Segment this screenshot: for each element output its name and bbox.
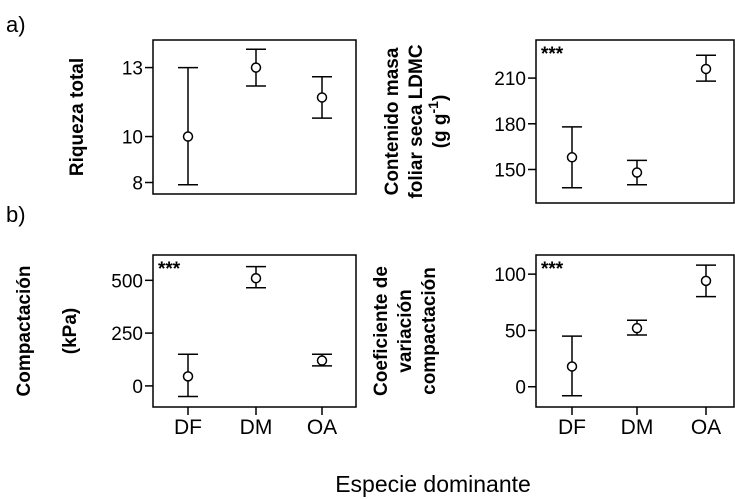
mean-point [566,361,578,372]
y-tick-label: 210 [494,69,526,90]
panel-ldmc: 150 180 210 *** Contenido masa foliar seca LD… [382,39,735,204]
x-tick-label: DF [558,416,586,439]
y-axis-title: Contenido masa foliar seca LDMC (g g-1) [382,44,451,198]
mean-point [250,272,262,284]
y-tick-label: 0 [515,378,526,399]
error-bar-OA [312,76,332,119]
y-axis-title-line: (kPa) [60,308,81,354]
plot-frame [152,39,357,195]
y-axis-title-line: Compactación [14,266,35,397]
y-tick-label: 100 [494,265,526,286]
error-bar-DM [246,48,266,87]
y-axis-title-line: Contenido masa [382,47,403,195]
y-axis-title-line: Coeficiente de [371,266,392,396]
panel-riqueza: 8 10 13 Riqueza total [67,39,357,195]
y-axis-title: Riqueza total [67,58,88,176]
y-axis-title-line: compactación [419,267,440,395]
error-bar-DF [562,335,582,397]
y-tick-label: 0 [132,377,143,398]
mean-point [566,152,578,163]
x-axis-title: Especie dominante [335,471,531,497]
y-axis-title-line: (g g-1) [425,95,451,149]
panel-tag-a: a) [6,12,26,37]
x-tick-label: DF [174,416,202,439]
y-axis-title: Compactación (kPa) [14,266,81,397]
unit-close-paren: ) [430,95,451,101]
panel-coef_variacion: 0 50 100 DF DM OA *** Coeficiente de variación co… [371,254,735,439]
mean-point [631,322,643,334]
error-bar-DM [627,319,647,336]
unit-superscript: -1 [425,101,441,114]
panel-tag-b: b) [6,202,26,227]
plot-frame [535,39,735,204]
mean-point [182,131,194,142]
mean-point [700,63,712,75]
mean-point [316,355,328,366]
y-tick-label: 8 [132,174,143,195]
mean-point [631,167,643,178]
plot-frame [152,254,357,408]
significance-stars: *** [158,259,181,280]
error-bar-OA [696,54,716,82]
error-bar-DF [178,353,198,398]
y-tick-label: 10 [122,128,143,149]
panels: 8 10 13 Riqueza total 150 180 210 *** Contenido … [14,39,735,439]
y-tick-label: 150 [494,160,526,181]
mean-point [250,62,262,73]
y-tick-label: 180 [494,115,526,136]
panel-compactacion: 0 250 500 DF DM OA *** Compactación (kPa) [14,254,357,439]
error-bar-DM [627,159,647,186]
error-bar-OA [312,353,332,367]
error-bar-OA [696,264,716,298]
error-bar-DF [562,126,582,189]
x-tick-label: DM [621,416,654,439]
error-bar-DM [246,265,266,289]
mean-point [182,371,194,382]
y-tick-label: 500 [111,271,143,292]
y-axis-title: Coeficiente de variación compactación [371,266,440,396]
x-tick-label: DM [240,416,273,439]
y-tick-label: 13 [122,59,143,80]
mean-point [700,275,712,287]
y-axis-title-line: Riqueza total [67,58,88,176]
y-axis-title-line: variación [395,289,416,372]
x-tick-label: OA [691,416,721,439]
error-bar-DF [178,66,198,186]
y-tick-label: 250 [111,324,143,345]
significance-stars: *** [541,44,564,65]
y-tick-label: 50 [505,321,526,342]
significance-stars: *** [541,259,564,280]
x-tick-label: OA [307,416,337,439]
mean-point [316,92,328,103]
y-axis-title-line: foliar seca LDMC [406,44,427,198]
